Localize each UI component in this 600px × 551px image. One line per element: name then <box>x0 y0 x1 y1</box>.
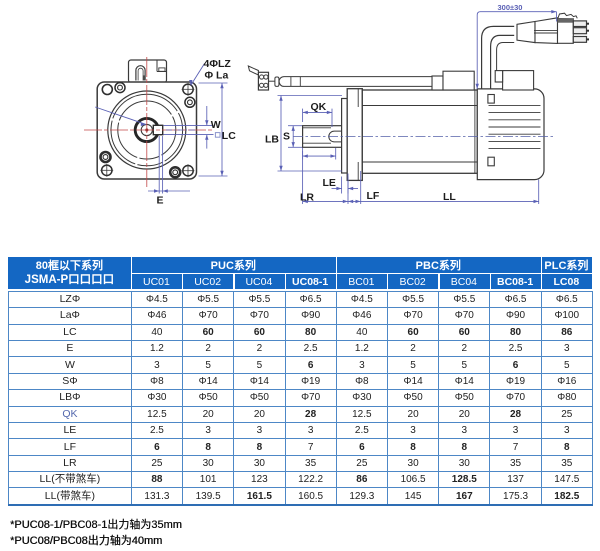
svg-text:Φ La: Φ La <box>205 70 229 82</box>
svg-text:LR: LR <box>300 191 314 203</box>
svg-text:S: S <box>283 131 290 143</box>
svg-text:QK: QK <box>311 101 327 113</box>
svg-text:LB: LB <box>265 134 279 146</box>
svg-text:W: W <box>211 119 221 131</box>
svg-text:LC: LC <box>222 130 236 142</box>
svg-text:E: E <box>157 195 164 207</box>
svg-text:LL: LL <box>443 191 456 203</box>
svg-text:300±30: 300±30 <box>498 3 523 12</box>
svg-text:4ΦLZ: 4ΦLZ <box>204 58 232 70</box>
svg-text:LE: LE <box>323 177 336 189</box>
svg-text:LF: LF <box>367 190 380 202</box>
